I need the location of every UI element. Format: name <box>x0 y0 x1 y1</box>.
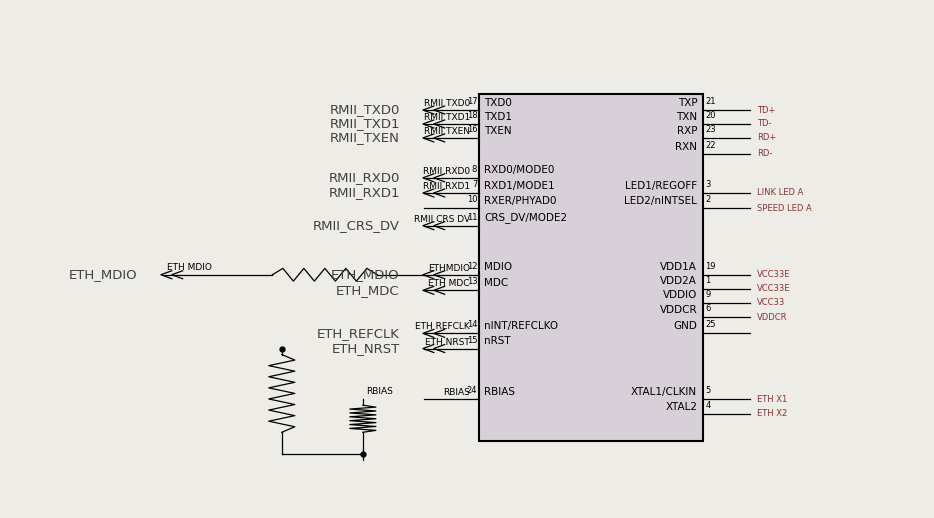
Text: 3: 3 <box>705 180 711 189</box>
Text: 13: 13 <box>467 277 477 286</box>
Text: MDC: MDC <box>485 278 509 288</box>
Text: RMII_TXD1: RMII_TXD1 <box>330 118 400 131</box>
Text: XTAL1/CLKIN: XTAL1/CLKIN <box>631 387 698 397</box>
Text: RMII_TXD0: RMII_TXD0 <box>330 104 400 117</box>
Text: MDIO: MDIO <box>485 262 513 272</box>
Text: VDD2A: VDD2A <box>660 276 698 286</box>
Text: RMII_RXD1: RMII_RXD1 <box>328 186 400 199</box>
Text: RMII TXD0: RMII TXD0 <box>424 99 470 108</box>
Text: 6: 6 <box>705 305 711 313</box>
Text: TXEN: TXEN <box>485 125 512 136</box>
Text: 2: 2 <box>705 195 711 204</box>
Text: LINK LED A: LINK LED A <box>757 189 804 197</box>
Text: 15: 15 <box>467 336 477 344</box>
Text: TD+: TD+ <box>757 106 776 114</box>
Text: TD-: TD- <box>757 120 771 128</box>
Text: RMII_CRS_DV: RMII_CRS_DV <box>313 219 400 232</box>
Text: 20: 20 <box>705 111 715 120</box>
Text: VDDCR: VDDCR <box>757 313 788 322</box>
Text: ETH_NRST: ETH_NRST <box>332 342 400 355</box>
Text: ETH_MDC: ETH_MDC <box>336 284 400 297</box>
Text: RXER/PHYAD0: RXER/PHYAD0 <box>485 196 557 206</box>
Text: VDDIO: VDDIO <box>663 290 698 300</box>
Text: RMII RXD1: RMII RXD1 <box>423 182 470 191</box>
Text: 25: 25 <box>705 321 715 329</box>
Text: 10: 10 <box>467 195 477 204</box>
Text: LED2/nINTSEL: LED2/nINTSEL <box>625 196 698 206</box>
Text: RMII_TXEN: RMII_TXEN <box>330 132 400 145</box>
Text: RMII TXEN: RMII TXEN <box>424 127 470 136</box>
Text: RMII_RXD0: RMII_RXD0 <box>329 171 400 184</box>
Text: ETH_MDIO: ETH_MDIO <box>69 268 137 281</box>
Text: ETH REFCLK: ETH REFCLK <box>416 322 470 332</box>
Text: ETH_REFCLK: ETH_REFCLK <box>317 327 400 340</box>
Text: 16: 16 <box>467 125 477 134</box>
Text: VCC33: VCC33 <box>757 298 785 307</box>
Text: GND: GND <box>673 321 698 331</box>
Text: 22: 22 <box>705 141 715 150</box>
Text: VCC33E: VCC33E <box>757 270 791 279</box>
Text: 17: 17 <box>467 97 477 106</box>
Text: RMII TXD1: RMII TXD1 <box>424 113 470 122</box>
Text: 4: 4 <box>705 401 711 410</box>
Text: 18: 18 <box>467 111 477 120</box>
Text: LED1/REGOFF: LED1/REGOFF <box>625 181 698 191</box>
Text: RXD0/MODE0: RXD0/MODE0 <box>485 165 555 176</box>
Text: RXP: RXP <box>677 125 698 136</box>
Text: VCC33E: VCC33E <box>757 284 791 293</box>
Text: 12: 12 <box>467 262 477 271</box>
Text: ETH MDC: ETH MDC <box>429 279 470 289</box>
Text: VDDCR: VDDCR <box>659 305 698 315</box>
Text: ETH X2: ETH X2 <box>757 409 787 419</box>
Text: RXN: RXN <box>675 141 698 151</box>
Text: TXD1: TXD1 <box>485 111 513 122</box>
Text: ETH_MDIO: ETH_MDIO <box>332 268 400 281</box>
Text: 5: 5 <box>705 386 711 395</box>
Text: RMII RXD0: RMII RXD0 <box>423 167 470 176</box>
Text: SPEED LED A: SPEED LED A <box>757 204 812 213</box>
Text: TXP: TXP <box>678 97 698 108</box>
Text: ETH MDIO: ETH MDIO <box>167 263 212 271</box>
Text: nRST: nRST <box>485 336 511 346</box>
Text: RMII CRS DV: RMII CRS DV <box>414 214 470 224</box>
Text: XTAL2: XTAL2 <box>665 401 698 412</box>
Text: RBIAS: RBIAS <box>443 388 470 397</box>
Text: TXD0: TXD0 <box>485 97 513 108</box>
Text: TXN: TXN <box>676 111 698 122</box>
Text: CRS_DV/MODE2: CRS_DV/MODE2 <box>485 212 568 223</box>
Text: 7: 7 <box>472 180 477 189</box>
Text: 8: 8 <box>472 165 477 174</box>
Text: RD-: RD- <box>757 149 772 159</box>
Text: 24: 24 <box>467 386 477 395</box>
Text: RBIAS: RBIAS <box>366 387 393 396</box>
Text: nINT/REFCLKO: nINT/REFCLKO <box>485 321 559 331</box>
Text: 19: 19 <box>705 262 715 271</box>
Text: 21: 21 <box>705 97 715 106</box>
Bar <box>479 94 703 441</box>
Text: 1: 1 <box>705 276 711 285</box>
Text: RXD1/MODE1: RXD1/MODE1 <box>485 181 555 191</box>
Text: 11: 11 <box>467 213 477 222</box>
Text: ETH NRST: ETH NRST <box>425 338 470 347</box>
Text: RD+: RD+ <box>757 134 776 142</box>
Text: 23: 23 <box>705 125 715 134</box>
Text: ETH X1: ETH X1 <box>757 395 787 404</box>
Text: ETHMDIO: ETHMDIO <box>428 264 470 273</box>
Text: RBIAS: RBIAS <box>485 387 516 397</box>
Text: 14: 14 <box>467 321 477 329</box>
Text: 9: 9 <box>705 290 711 299</box>
Text: VDD1A: VDD1A <box>660 262 698 272</box>
